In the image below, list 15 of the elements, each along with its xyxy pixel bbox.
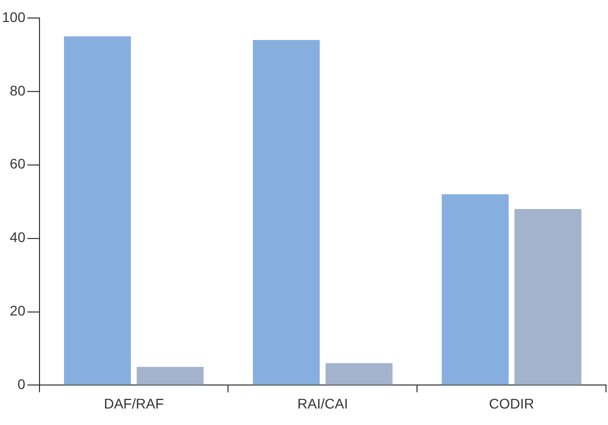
y-tick-label: 20 [10,302,26,319]
bar [136,366,204,385]
x-tick-label: DAF/RAF [104,395,164,412]
bar [252,40,320,385]
y-tick-label: 0 [18,376,26,392]
x-tick-label: CODIR [488,395,534,412]
bar [64,36,131,385]
bar [326,363,392,385]
bar [514,208,582,385]
y-tick-label: 80 [10,82,26,98]
x-tick-label: RAI/CAI [297,395,348,412]
y-tick-label: 100 [2,8,26,25]
y-tick-label: 60 [10,156,26,172]
bar [442,194,509,385]
y-tick-label: 40 [10,229,26,246]
